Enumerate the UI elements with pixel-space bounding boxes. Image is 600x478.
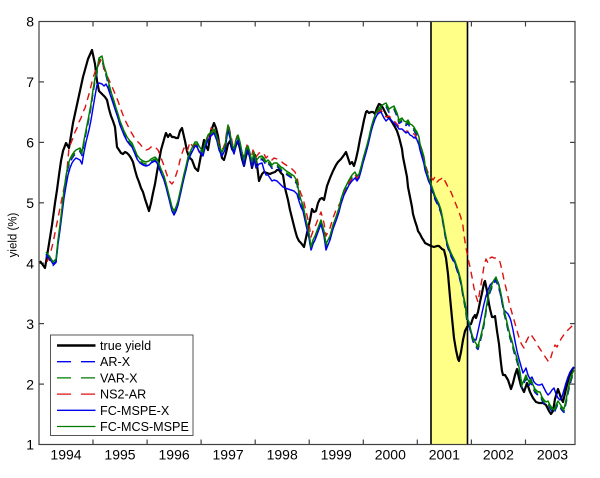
svg-text:1995: 1995	[104, 447, 135, 463]
svg-text:FC-MSPE-X: FC-MSPE-X	[100, 404, 170, 418]
svg-text:6: 6	[26, 135, 34, 151]
svg-text:1996: 1996	[159, 447, 190, 463]
svg-text:VAR-X: VAR-X	[100, 371, 138, 385]
svg-text:1: 1	[26, 437, 34, 453]
svg-text:1994: 1994	[50, 447, 81, 463]
svg-text:1999: 1999	[321, 447, 352, 463]
svg-text:7: 7	[26, 74, 34, 90]
svg-text:2003: 2003	[537, 447, 568, 463]
svg-text:NS2-AR: NS2-AR	[100, 388, 146, 402]
svg-text:3: 3	[26, 316, 34, 332]
svg-text:yield (%): yield (%)	[8, 212, 20, 257]
svg-text:4: 4	[26, 255, 34, 271]
svg-text:AR-X: AR-X	[100, 355, 131, 369]
svg-text:1998: 1998	[267, 447, 298, 463]
svg-text:2000: 2000	[375, 447, 406, 463]
svg-text:2002: 2002	[483, 447, 514, 463]
svg-text:8: 8	[26, 14, 34, 30]
svg-text:FC-MCS-MSPE: FC-MCS-MSPE	[100, 420, 189, 434]
svg-text:1997: 1997	[213, 447, 244, 463]
svg-text:5: 5	[26, 195, 34, 211]
svg-text:2: 2	[26, 376, 34, 392]
svg-text:true yield: true yield	[100, 339, 151, 353]
svg-text:2001: 2001	[429, 447, 460, 463]
